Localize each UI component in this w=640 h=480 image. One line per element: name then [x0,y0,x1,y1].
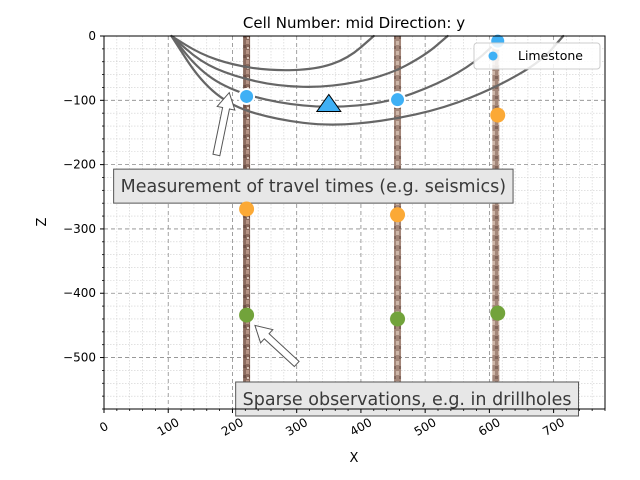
y-tick-label: −300 [63,222,96,236]
callout-arrow-shape [254,324,300,368]
wavefront-line [170,34,504,108]
orientation-marker [315,93,342,112]
callout-box: Measurement of travel times (e.g. seismi… [113,168,514,204]
interface-point-blue [389,91,407,109]
legend-box [473,42,601,70]
drillholes [243,36,500,409]
callout-box-frame [235,381,580,417]
drillhole-core [492,36,500,409]
y-axis-label: Z [35,217,50,226]
x-axis-label: X [350,451,359,466]
interface-point-green [239,307,255,323]
interface-point-green [390,311,406,327]
y-tick-label: −400 [63,286,96,300]
callout-arrow-shape [212,91,236,157]
y-axis-ticks: 0 −100 −200 −300 −400 −500 [63,29,104,410]
y-tick-label: 0 [88,29,96,43]
y-tick-label: −200 [63,158,96,172]
drillhole-core [243,36,251,409]
y-tick-label: −500 [63,351,96,365]
callout-text: Measurement of travel times (e.g. seismi… [121,177,506,197]
wavefront-line [170,34,565,126]
plot-frame [103,35,606,410]
wavefront-lines [170,34,565,126]
legend-marker [488,51,498,61]
legend-label: Limestone [518,48,583,63]
interface-point-orange [239,201,255,217]
wavefront-line [170,34,449,88]
interface-point-blue [238,87,256,105]
callout-arrow [254,324,300,368]
wavefront-line [170,34,375,72]
legend: Limestone [473,42,601,70]
interface-point-green [490,305,506,321]
callout-text: Sparse observations, e.g. in drillholes [243,390,572,410]
callout-arrow [212,91,236,157]
annotations: Measurement of travel times (e.g. seismi… [113,91,580,417]
interface-point-orange [490,107,506,123]
interface-point-orange [390,207,406,223]
drillhole-core [394,36,402,409]
callout-box: Sparse observations, e.g. in drillholes [235,381,580,417]
y-tick-label: −100 [63,93,96,107]
chart-title: Cell Number: mid Direction: y [243,14,465,32]
callout-box-frame [113,168,514,204]
